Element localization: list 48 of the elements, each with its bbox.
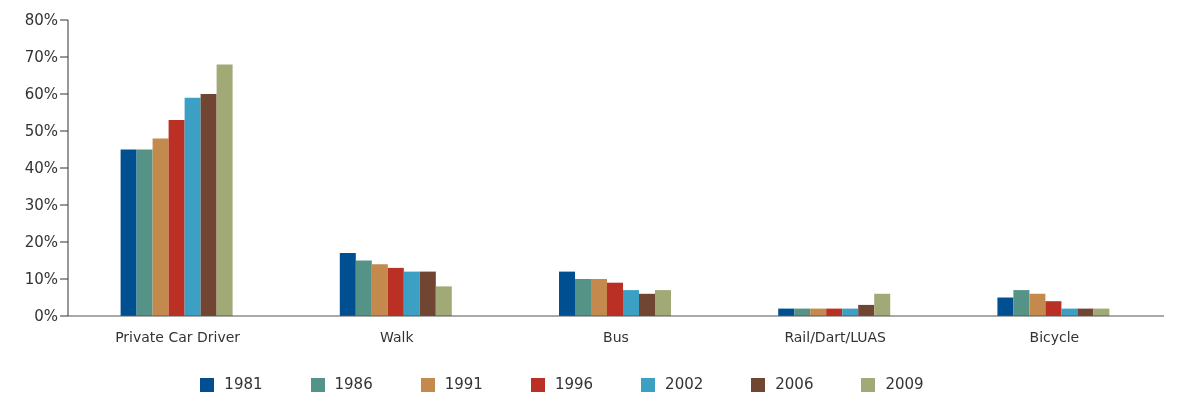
bar bbox=[623, 290, 640, 316]
bar bbox=[152, 138, 169, 316]
x-tick-label: Bicycle bbox=[1029, 328, 1080, 345]
bar bbox=[387, 267, 404, 316]
bar bbox=[403, 271, 420, 316]
bar bbox=[168, 119, 185, 316]
bar bbox=[607, 282, 624, 316]
x-tick-label: Walk bbox=[380, 328, 415, 345]
bar bbox=[559, 271, 576, 316]
y-tick-label: 10% bbox=[24, 270, 58, 289]
x-tick-label: Bus bbox=[603, 328, 629, 345]
bar bbox=[435, 286, 452, 316]
y-tick-label: 0% bbox=[34, 307, 58, 326]
bar bbox=[120, 149, 137, 316]
y-tick-label: 50% bbox=[24, 122, 58, 141]
y-tick-label: 40% bbox=[24, 159, 58, 178]
bar bbox=[858, 304, 875, 316]
bar bbox=[371, 264, 388, 316]
bar bbox=[419, 271, 436, 316]
bar bbox=[655, 290, 672, 316]
y-tick-label: 80% bbox=[24, 11, 58, 30]
x-tick-label: Private Car Driver bbox=[115, 328, 241, 345]
bar bbox=[1045, 301, 1062, 316]
bar bbox=[184, 97, 201, 316]
x-tick-label: Rail/Dart/LUAS bbox=[784, 328, 887, 345]
legend-label: 1991 bbox=[444, 375, 483, 393]
bar bbox=[216, 64, 233, 316]
legend-label: 1996 bbox=[554, 375, 594, 393]
bar bbox=[575, 279, 592, 316]
legend-label: 1981 bbox=[224, 375, 263, 393]
legend-label: 2002 bbox=[665, 375, 704, 393]
legend-label: 2006 bbox=[775, 375, 814, 393]
bar bbox=[1029, 293, 1046, 316]
y-tick-label: 30% bbox=[24, 196, 58, 215]
bar bbox=[200, 94, 217, 316]
bar bbox=[874, 293, 891, 316]
bar bbox=[355, 260, 372, 316]
y-tick-label: 70% bbox=[24, 48, 58, 67]
bar bbox=[1013, 290, 1030, 316]
y-tick-label: 60% bbox=[24, 85, 58, 104]
legend-label: 2009 bbox=[885, 375, 924, 393]
bar bbox=[339, 253, 356, 316]
bar bbox=[639, 293, 656, 316]
bar bbox=[591, 279, 608, 316]
y-tick-label: 20% bbox=[24, 233, 58, 252]
bar bbox=[136, 149, 153, 316]
bar bbox=[997, 297, 1014, 316]
legend-label: 1986 bbox=[334, 375, 373, 393]
